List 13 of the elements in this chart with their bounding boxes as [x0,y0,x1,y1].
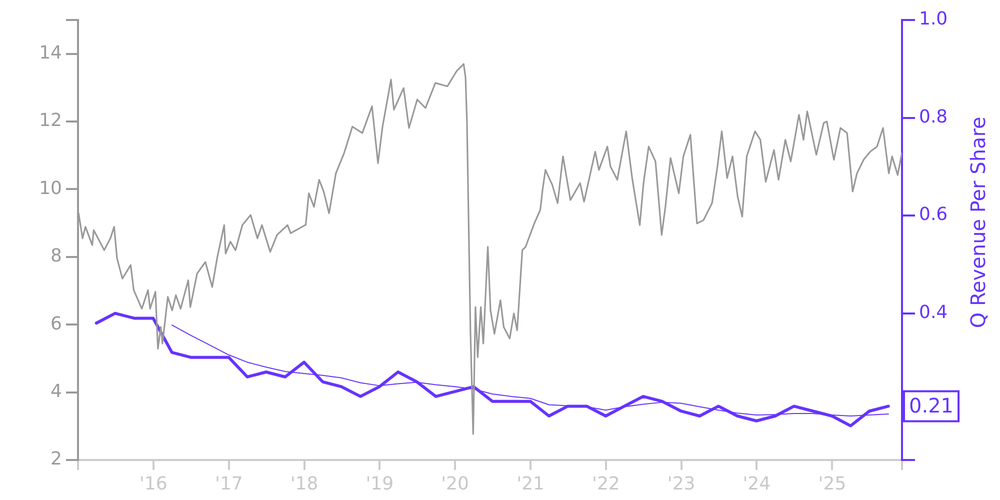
y-tick-label: 6 [50,313,62,334]
y2-tick-label: 0.6 [919,204,948,226]
y-tick-label: 8 [50,246,62,267]
data-label: 0.21 [909,393,954,418]
y-tick-label: 10 [39,178,62,199]
y-tick-label: 4 [50,380,62,402]
y2-axis-title: Q Revenue Per Share [966,116,990,328]
y2-tick-label: 0.8 [919,106,948,128]
y-tick-label: 14 [39,42,62,64]
y-tick-label: 2 [50,448,62,470]
y2-tick-label: 0.4 [919,302,948,324]
y2-tick-label: 1.0 [919,8,948,30]
y-tick-label: 12 [39,110,62,132]
